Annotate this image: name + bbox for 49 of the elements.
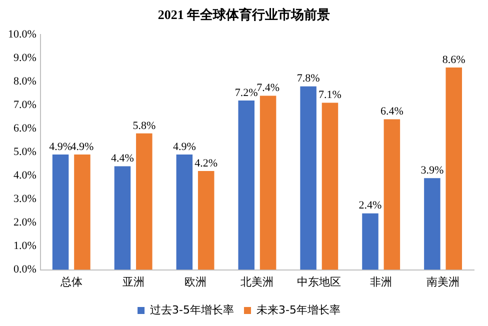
y-tick-label: 0.0% bbox=[13, 264, 36, 276]
y-tick-label: 3.0% bbox=[13, 193, 36, 206]
y-tick-label: 8.0% bbox=[13, 76, 36, 88]
legend-label: 过去3-5年增长率 bbox=[150, 303, 234, 316]
data-label: 4.9% bbox=[172, 140, 196, 153]
bar bbox=[384, 119, 400, 270]
y-tick-label: 6.0% bbox=[13, 122, 36, 135]
data-label: 3.9% bbox=[420, 164, 444, 176]
data-label: 7.1% bbox=[318, 89, 342, 102]
data-label: 7.4% bbox=[256, 82, 280, 94]
x-tick-label: 非洲 bbox=[370, 275, 392, 288]
bar bbox=[260, 96, 276, 270]
bar bbox=[52, 154, 69, 270]
data-label: 7.8% bbox=[296, 72, 320, 85]
bar bbox=[300, 86, 316, 270]
bar bbox=[446, 68, 462, 270]
chart-title: 2021 年全球体育行业市场前景 bbox=[156, 6, 332, 24]
data-label: 4.4% bbox=[111, 152, 134, 165]
y-tick-label: 9.0% bbox=[13, 52, 36, 64]
x-tick-label: 亚洲 bbox=[122, 275, 144, 288]
bar bbox=[362, 213, 378, 270]
bar bbox=[424, 178, 440, 270]
y-tick-label: 4.0% bbox=[13, 170, 36, 182]
data-label: 2.4% bbox=[358, 200, 382, 212]
x-tick-label: 总体 bbox=[59, 275, 82, 288]
data-label: 8.6% bbox=[442, 54, 466, 66]
x-tick-label: 中东地区 bbox=[297, 275, 342, 288]
x-tick-label: 欧洲 bbox=[184, 275, 206, 288]
data-label: 6.4% bbox=[380, 106, 404, 118]
y-tick-label: 5.0% bbox=[13, 146, 36, 158]
legend-label: 未来3-5年增长率 bbox=[256, 303, 340, 316]
y-tick-label: 1.0% bbox=[13, 240, 36, 252]
bar bbox=[114, 166, 131, 270]
bar bbox=[136, 133, 152, 270]
y-tick-label: 2.0% bbox=[13, 216, 36, 229]
bar bbox=[176, 154, 193, 270]
bar bbox=[74, 154, 90, 270]
data-label: 7.2% bbox=[234, 86, 258, 99]
y-tick-label: 7.0% bbox=[13, 99, 36, 112]
data-label: 4.9% bbox=[70, 140, 94, 153]
bar bbox=[238, 100, 254, 270]
bar bbox=[322, 102, 338, 270]
x-tick-label: 北美洲 bbox=[240, 275, 274, 288]
data-label: 4.2% bbox=[194, 157, 218, 170]
x-tick-label: 南美洲 bbox=[426, 275, 460, 288]
data-label: 4.9% bbox=[49, 140, 72, 153]
y-tick-label: 10.0% bbox=[8, 28, 36, 40]
bar bbox=[198, 171, 214, 270]
data-label: 5.8% bbox=[132, 120, 156, 132]
